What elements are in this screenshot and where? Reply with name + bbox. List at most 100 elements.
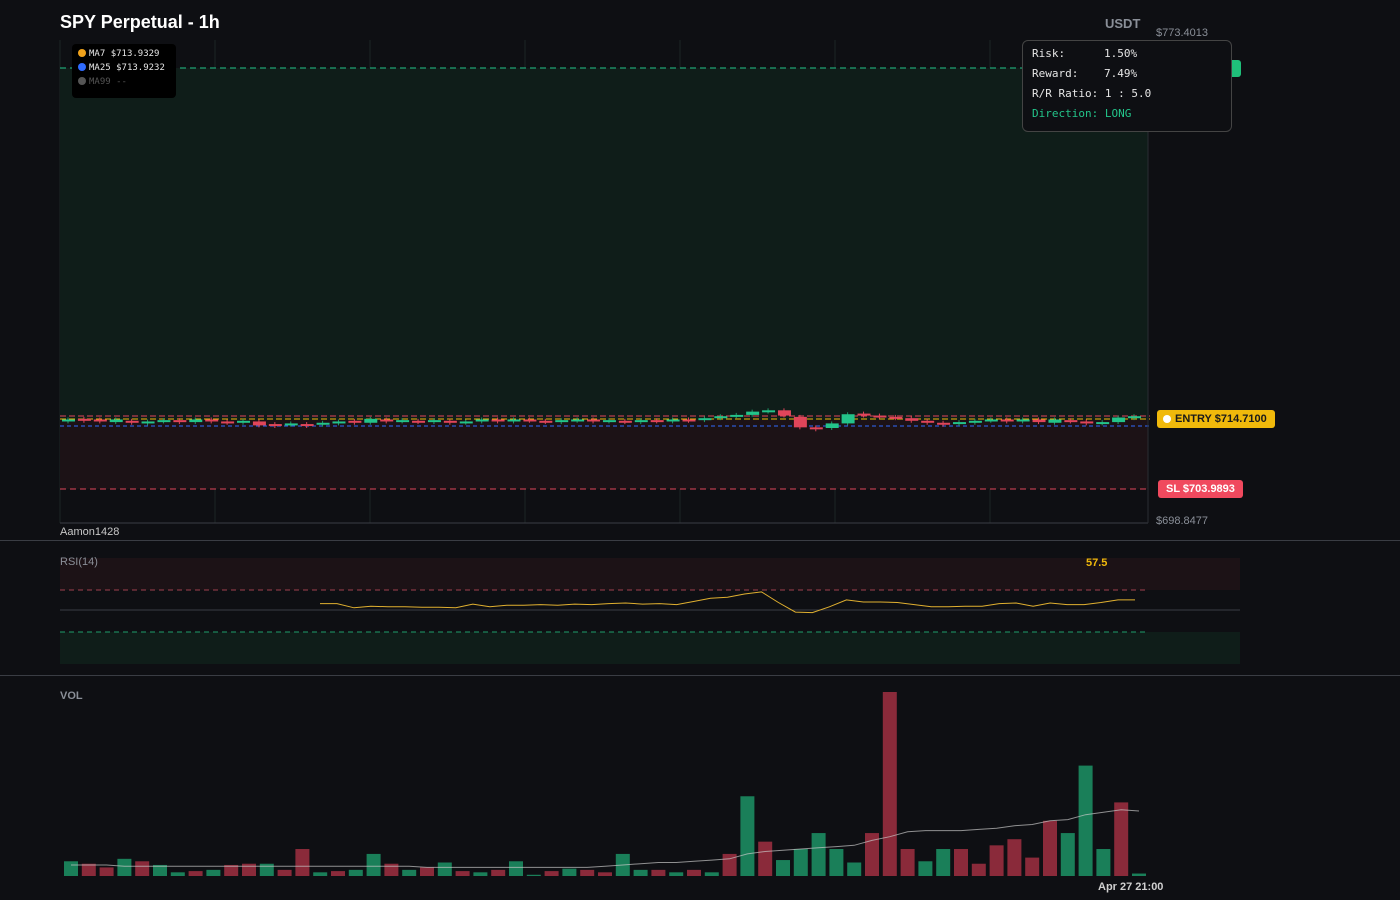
- volume-bar: [989, 845, 1004, 876]
- volume-bar: [313, 872, 328, 876]
- candle-body: [587, 419, 601, 422]
- ma99-color-dot: [78, 77, 86, 85]
- candles-group: [62, 408, 1141, 432]
- candle-body: [189, 419, 203, 423]
- candle-body: [237, 420, 251, 423]
- volume-bar: [704, 872, 719, 876]
- entry-dot-icon: [1163, 415, 1171, 423]
- legend-ma25: MA25 $713.9232: [78, 62, 165, 74]
- rsi-oversold-zone: [60, 632, 1240, 664]
- volume-bar: [687, 869, 701, 876]
- candle-body: [714, 416, 728, 419]
- candle-body: [443, 420, 457, 423]
- candle-body: [571, 419, 585, 422]
- candle-body: [348, 420, 362, 423]
- candle-body: [650, 420, 664, 423]
- candle-body: [62, 419, 75, 422]
- volume-bar: [598, 872, 612, 876]
- candle-body: [491, 419, 505, 422]
- candle-body: [602, 420, 616, 423]
- volume-bar: [420, 867, 434, 876]
- candle-body: [109, 419, 123, 423]
- ma25-label: MA25: [89, 63, 111, 73]
- candle-body: [221, 421, 235, 424]
- risk-reward-panel: Risk: 1.50% Reward: 7.49% R/R Ratio: 1 : 5…: [1022, 40, 1232, 132]
- volume-bar: [135, 861, 150, 876]
- volume-bar: [117, 858, 132, 876]
- volume-bar: [900, 849, 915, 876]
- pane-separator-rsi[interactable]: [0, 540, 1400, 541]
- candle-body: [905, 418, 919, 421]
- volume-bar: [1043, 820, 1057, 876]
- candle-body: [268, 424, 282, 427]
- rsi-value: 57.5: [1086, 557, 1108, 569]
- candle-body: [523, 419, 537, 422]
- volume-bar: [402, 869, 417, 876]
- volume-bar: [277, 869, 292, 876]
- volume-bar: [882, 692, 897, 876]
- volume-bar: [188, 871, 203, 876]
- volume-bar: [224, 864, 239, 876]
- risk-label: Risk:: [1032, 47, 1066, 60]
- candle-body: [507, 419, 521, 422]
- candle-body: [1016, 419, 1030, 422]
- reward-row: Reward: 7.49%: [1032, 67, 1137, 80]
- ma99-value: --: [116, 77, 127, 87]
- candle-body: [412, 420, 426, 423]
- candle-body: [555, 420, 569, 423]
- volume-bar: [81, 863, 96, 876]
- take-profit-badge[interactable]: [1229, 60, 1241, 77]
- candle-body: [475, 419, 489, 422]
- volume-bar: [633, 869, 648, 876]
- volume-bar: [829, 849, 844, 876]
- volume-bar: [865, 833, 879, 876]
- volume-bar: [473, 872, 488, 876]
- ma99-label: MA99: [89, 77, 111, 87]
- candle-body: [396, 420, 410, 423]
- candle-body: [730, 414, 744, 417]
- candle-body: [1032, 419, 1046, 423]
- candle-body: [809, 427, 823, 430]
- direction-row: Direction: LONG: [1032, 107, 1131, 120]
- volume-bar: [170, 872, 185, 876]
- candle-body: [1048, 419, 1062, 423]
- volume-bar: [206, 869, 221, 876]
- volume-bar: [1060, 833, 1075, 876]
- candle-body: [427, 420, 441, 423]
- volume-bar: [259, 863, 274, 876]
- risk-value: 1.50%: [1104, 47, 1138, 60]
- ma25-value: $713.9232: [116, 63, 165, 73]
- volume-bar: [437, 862, 452, 876]
- ma7-label: MA7: [89, 49, 106, 59]
- candle-body: [364, 418, 378, 423]
- stop-loss-badge[interactable]: SL $703.9893: [1158, 480, 1243, 498]
- candle-body: [618, 420, 632, 423]
- volume-bar: [455, 871, 470, 876]
- pane-separator-volume[interactable]: [0, 675, 1400, 676]
- ratio-value: 1 : 5.0: [1104, 87, 1152, 100]
- candle-body: [205, 419, 219, 422]
- price-axis-top-label: $773.4013: [1156, 27, 1208, 39]
- ma25-color-dot: [78, 63, 86, 71]
- candle-body: [1064, 420, 1078, 423]
- volume-bar: [580, 869, 595, 876]
- entry-label: ENTRY $714.7100: [1175, 413, 1267, 425]
- volume-bar: [740, 796, 755, 876]
- ma-legend: MA7 $713.9329 MA25 $713.9232 MA99 --: [72, 44, 176, 98]
- volume-bar: [1114, 802, 1129, 876]
- candle-body: [793, 416, 807, 428]
- volume-bar: [242, 863, 256, 876]
- candle-body: [921, 420, 935, 423]
- ma7-color-dot: [78, 49, 86, 57]
- volume-bar: [526, 874, 541, 876]
- watermark-username: Aamon1428: [60, 526, 120, 538]
- x-axis-last-label: Apr 27 21:00: [1098, 881, 1164, 893]
- ma7-value: $713.9329: [110, 49, 160, 59]
- volume-bar: [153, 864, 167, 876]
- entry-badge[interactable]: ENTRY $714.7100: [1157, 410, 1275, 428]
- volume-bar: [331, 871, 345, 876]
- volume-bar: [562, 868, 577, 876]
- volume-bar: [811, 833, 826, 876]
- reward-label: Reward:: [1032, 67, 1079, 80]
